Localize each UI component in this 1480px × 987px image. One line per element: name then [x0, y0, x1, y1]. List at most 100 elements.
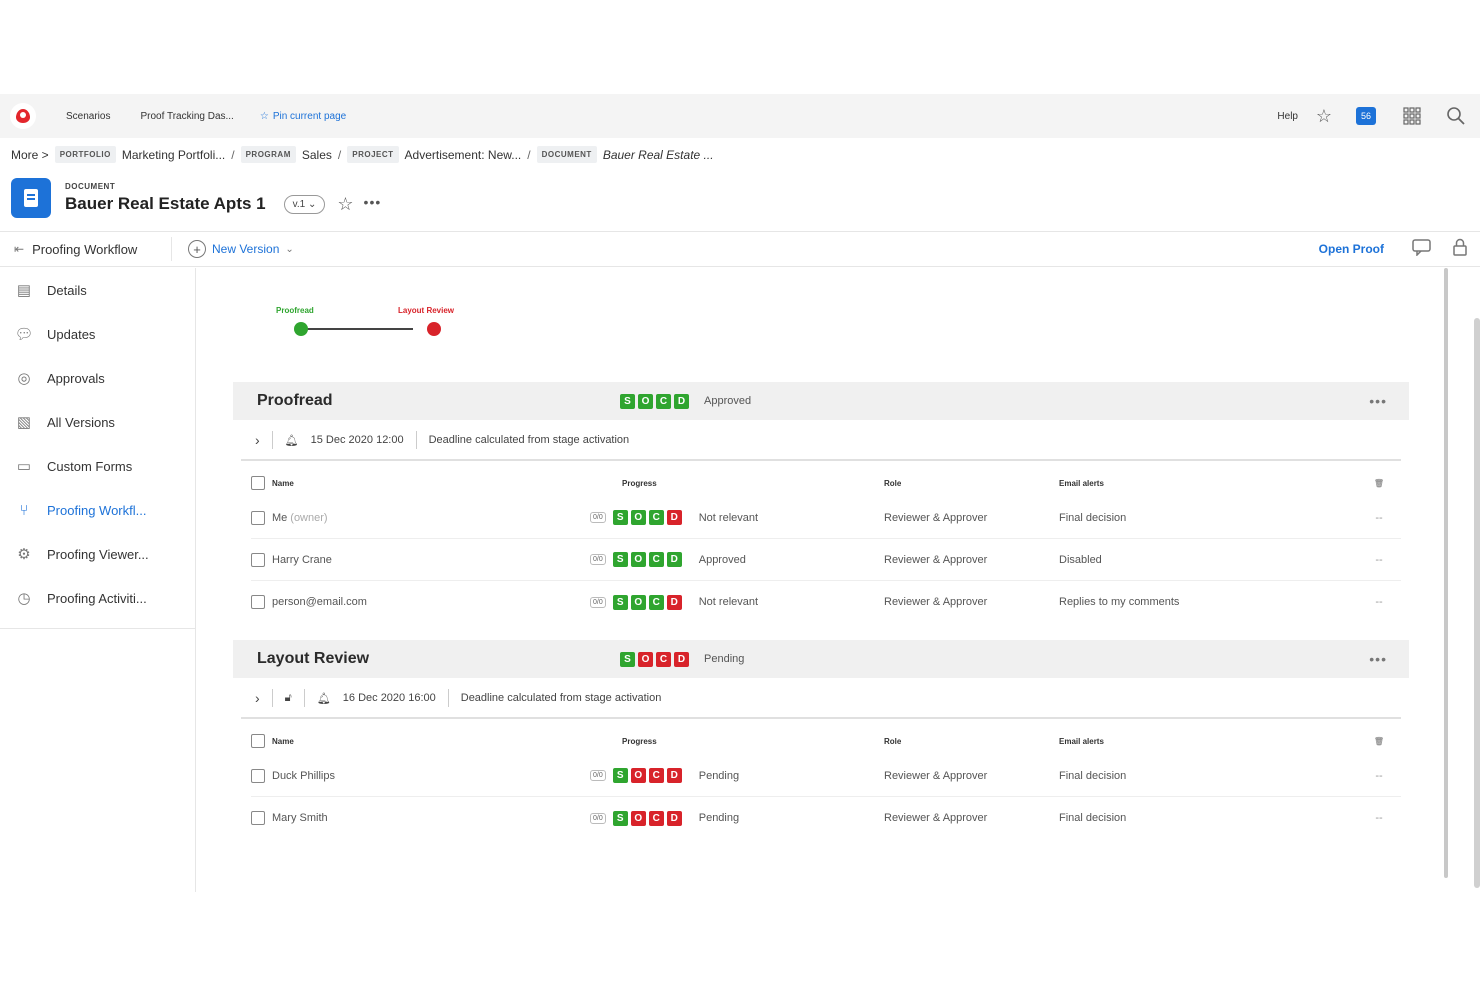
stage-deadline: 15 Dec 2020 12:00: [310, 434, 404, 446]
sidebar-item-proofing-viewer[interactable]: ⚙ Proofing Viewer...: [0, 532, 195, 576]
notifications-badge[interactable]: 56: [1356, 107, 1376, 125]
crumb-separator: /: [231, 147, 235, 162]
pin-current-page[interactable]: ☆ Pin current page: [260, 111, 346, 122]
row-email-alerts[interactable]: Final decision: [1059, 769, 1127, 782]
crumb-program[interactable]: Sales: [301, 147, 332, 162]
timeline-label-layout-review: Layout Review: [398, 306, 455, 315]
sidebar-item-details[interactable]: ▤ Details: [0, 268, 195, 312]
breadcrumb-more[interactable]: More >: [11, 147, 49, 162]
logo[interactable]: [10, 103, 36, 129]
nav-scenarios[interactable]: Scenarios: [66, 110, 111, 122]
stage-status: Approved: [704, 395, 752, 407]
row-checkbox[interactable]: [251, 552, 265, 567]
stage-more-icon[interactable]: •••: [1369, 393, 1387, 409]
row-role[interactable]: Reviewer & Approver: [884, 812, 988, 824]
row-action[interactable]: --: [1375, 553, 1383, 566]
chip-portfolio: PORTFOLIO: [54, 146, 116, 163]
row-role[interactable]: Reviewer & Approver: [884, 511, 988, 524]
stage-name: Layout Review: [257, 650, 370, 667]
row-checkbox[interactable]: [251, 595, 265, 609]
row-action[interactable]: --: [1375, 511, 1383, 524]
row-status: Approved: [698, 553, 746, 566]
bell-icon: 🔔︎: [284, 434, 299, 447]
activity-icon: ◷: [17, 590, 31, 607]
comment-counter: 0/0: [590, 812, 606, 824]
row-checkbox[interactable]: [251, 811, 265, 825]
lock-icon[interactable]: [1452, 238, 1468, 261]
unlock-icon[interactable]: 🔓︎: [284, 691, 292, 704]
row-checkbox[interactable]: [251, 768, 265, 783]
app-grid-icon[interactable]: [1400, 104, 1424, 128]
new-version-button[interactable]: + New Version ⌄: [188, 240, 294, 258]
owner-tag: (owner): [290, 511, 328, 524]
row-status: Pending: [698, 769, 740, 782]
row-email-alerts[interactable]: Disabled: [1059, 553, 1102, 566]
indicator-s: S: [620, 651, 635, 667]
indicator-d: D: [674, 651, 689, 667]
row-email-alerts[interactable]: Replies to my comments: [1059, 596, 1180, 608]
crumb-separator: /: [527, 147, 531, 162]
timeline-dot-proofread[interactable]: [294, 322, 308, 336]
sidebar-item-updates[interactable]: 💬︎ Updates: [0, 312, 195, 356]
sidebar-item-custom-forms[interactable]: ▭ Custom Forms: [0, 444, 195, 488]
comment-counter: 0/0: [590, 596, 606, 608]
expand-chevron-icon[interactable]: ›: [255, 690, 260, 706]
col-name: Name: [272, 736, 294, 746]
stage-more-icon[interactable]: •••: [1369, 651, 1387, 667]
sidebar-item-all-versions[interactable]: ▧ All Versions: [0, 400, 195, 444]
logo-icon: [16, 109, 30, 123]
row-role[interactable]: Reviewer & Approver: [884, 596, 988, 608]
expand-chevron-icon[interactable]: ›: [255, 432, 260, 448]
row-role[interactable]: Reviewer & Approver: [884, 769, 988, 782]
row-role[interactable]: Reviewer & Approver: [884, 553, 988, 566]
table-row: person@email.com 0/0 S O C D Not relevant Rev…: [251, 581, 1401, 623]
divider: [241, 717, 1401, 719]
open-proof-button[interactable]: Open Proof: [1318, 242, 1384, 256]
row-action[interactable]: --: [1375, 812, 1383, 824]
indicator-d: D: [674, 393, 689, 409]
divider: [241, 459, 1401, 461]
sidebar-item-proofing-workflow[interactable]: ⑂ Proofing Workfl...: [0, 488, 195, 532]
version-select[interactable]: v.1 ⌄: [283, 194, 326, 214]
chip-program: PROGRAM: [240, 146, 296, 163]
details-icon: ▤: [16, 282, 32, 299]
crumb-project[interactable]: Advertisement: New...: [404, 147, 522, 162]
crumb-portfolio[interactable]: Marketing Portfoli...: [121, 147, 226, 162]
new-version-label: New Version: [212, 242, 280, 256]
crumb-document[interactable]: Bauer Real Estate ...: [602, 147, 714, 162]
sidebar-item-label: Updates: [47, 326, 96, 342]
select-all-checkbox[interactable]: [251, 476, 265, 490]
more-options-icon[interactable]: •••: [363, 194, 382, 210]
proof-comments-icon[interactable]: [1412, 238, 1432, 261]
favorites-star-icon[interactable]: ☆: [1315, 105, 1333, 126]
indicator-s: S: [620, 393, 635, 409]
sidebar-item-approvals[interactable]: ◎ Approvals: [0, 356, 195, 400]
inner-scrollbar[interactable]: [1444, 268, 1448, 878]
row-email-alerts[interactable]: Final decision: [1059, 812, 1127, 824]
sidebar-item-proofing-activity[interactable]: ◷ Proofing Activiti...: [0, 576, 195, 620]
outer-scrollbar[interactable]: [1474, 318, 1480, 888]
collapse-workflow-button[interactable]: ⇤ Proofing Workflow: [0, 237, 172, 261]
help-link[interactable]: Help: [1277, 110, 1298, 122]
timeline-dot-layout-review[interactable]: [427, 322, 441, 336]
sidebar-item-label: Proofing Activiti...: [47, 590, 147, 606]
col-email: Email alerts: [1059, 736, 1104, 746]
trash-icon[interactable]: 🗑︎: [1373, 736, 1385, 746]
row-email-alerts[interactable]: Final decision: [1059, 511, 1127, 524]
toolbar: ⇤ Proofing Workflow + New Version ⌄ Open…: [0, 231, 1480, 267]
select-all-checkbox[interactable]: [251, 734, 265, 748]
nav-proof-tracking[interactable]: Proof Tracking Das...: [140, 110, 234, 122]
favorite-star-icon[interactable]: ☆: [337, 193, 354, 214]
search-icon[interactable]: [1444, 104, 1468, 128]
row-action[interactable]: --: [1375, 596, 1383, 608]
row-action[interactable]: --: [1375, 769, 1383, 782]
indicator-c: C: [656, 651, 671, 667]
row-checkbox[interactable]: [251, 510, 265, 525]
trash-icon[interactable]: 🗑︎: [1373, 478, 1385, 488]
